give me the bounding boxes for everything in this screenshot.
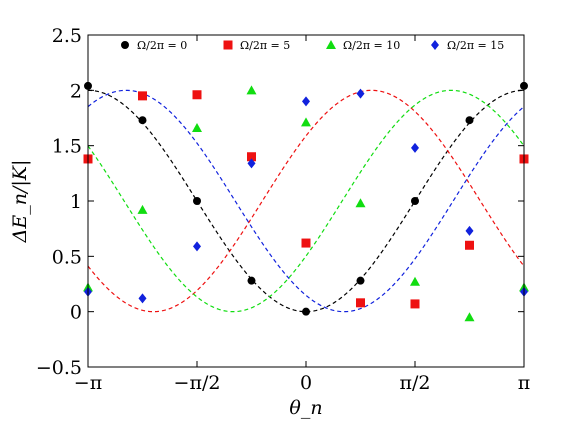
legend-marker-1 — [223, 40, 233, 50]
legend-label-0: Ω/2π = 0 — [137, 39, 187, 52]
data-point-1 — [410, 299, 420, 309]
legend-label-1: Ω/2π = 5 — [240, 39, 290, 52]
data-point-0 — [247, 276, 256, 285]
fit-curve-1 — [87, 89, 525, 313]
y-tick-label: 1.5 — [52, 136, 82, 158]
data-point-2 — [191, 122, 202, 132]
data-point-1 — [246, 152, 256, 162]
data-point-2 — [301, 117, 311, 127]
axis-ticks: −π −π/2 0 π/2 π −0.5 0 0.5 1 1.5 2 2.5 — [36, 25, 530, 394]
y-tick-label: 2 — [70, 80, 82, 102]
y-tick-label: −0.5 — [36, 357, 82, 379]
y-tick-label: 1 — [70, 191, 82, 213]
fit-curves — [87, 89, 525, 313]
y-axis-label: ΔE_n/|K| — [9, 160, 31, 244]
x-tick-label: 0 — [300, 372, 312, 394]
data-point-0 — [138, 116, 147, 125]
data-point-2 — [464, 312, 475, 322]
y-tick-label: 0 — [70, 302, 82, 324]
data-point-3 — [138, 293, 147, 304]
x-axis-label: θ_n — [289, 397, 322, 419]
legend-marker-2 — [326, 40, 336, 49]
data-point-0 — [192, 197, 201, 205]
fit-curve-3 — [87, 89, 525, 313]
data-point-3 — [356, 88, 365, 99]
data-point-3 — [411, 142, 420, 153]
fit-curve-2 — [87, 89, 525, 313]
legend-label-3: Ω/2π = 15 — [447, 39, 504, 52]
y-tick-label: 2.5 — [52, 25, 82, 47]
data-point-3 — [302, 96, 310, 107]
data-point-0 — [411, 197, 420, 205]
legend-marker-0 — [121, 41, 129, 49]
data-points — [83, 81, 529, 322]
legend: Ω/2π = 0 Ω/2π = 5 Ω/2π = 10 Ω/2π = 15 — [121, 39, 504, 52]
data-point-1 — [356, 298, 366, 308]
data-point-3 — [192, 241, 201, 252]
data-point-1 — [192, 90, 202, 100]
fit-curve-0 — [87, 89, 525, 313]
data-point-0 — [465, 116, 474, 125]
data-point-3 — [247, 158, 256, 169]
legend-marker-3 — [431, 40, 439, 50]
data-point-3 — [465, 225, 474, 236]
legend-label-2: Ω/2π = 10 — [343, 39, 400, 52]
data-point-2 — [137, 204, 148, 214]
data-point-2 — [246, 85, 257, 95]
data-point-0 — [356, 276, 365, 285]
x-tick-label: π/2 — [400, 372, 431, 394]
data-point-0 — [302, 307, 310, 316]
data-point-2 — [355, 198, 366, 208]
plot-frame — [87, 34, 525, 368]
x-tick-label: π — [518, 372, 531, 394]
data-point-1 — [301, 238, 311, 248]
y-tick-label: 0.5 — [52, 246, 82, 268]
data-point-1 — [464, 240, 474, 250]
x-tick-label: −π/2 — [174, 372, 221, 394]
x-tick-label: −π — [74, 372, 102, 394]
data-point-2 — [410, 276, 421, 286]
data-point-1 — [138, 91, 148, 101]
